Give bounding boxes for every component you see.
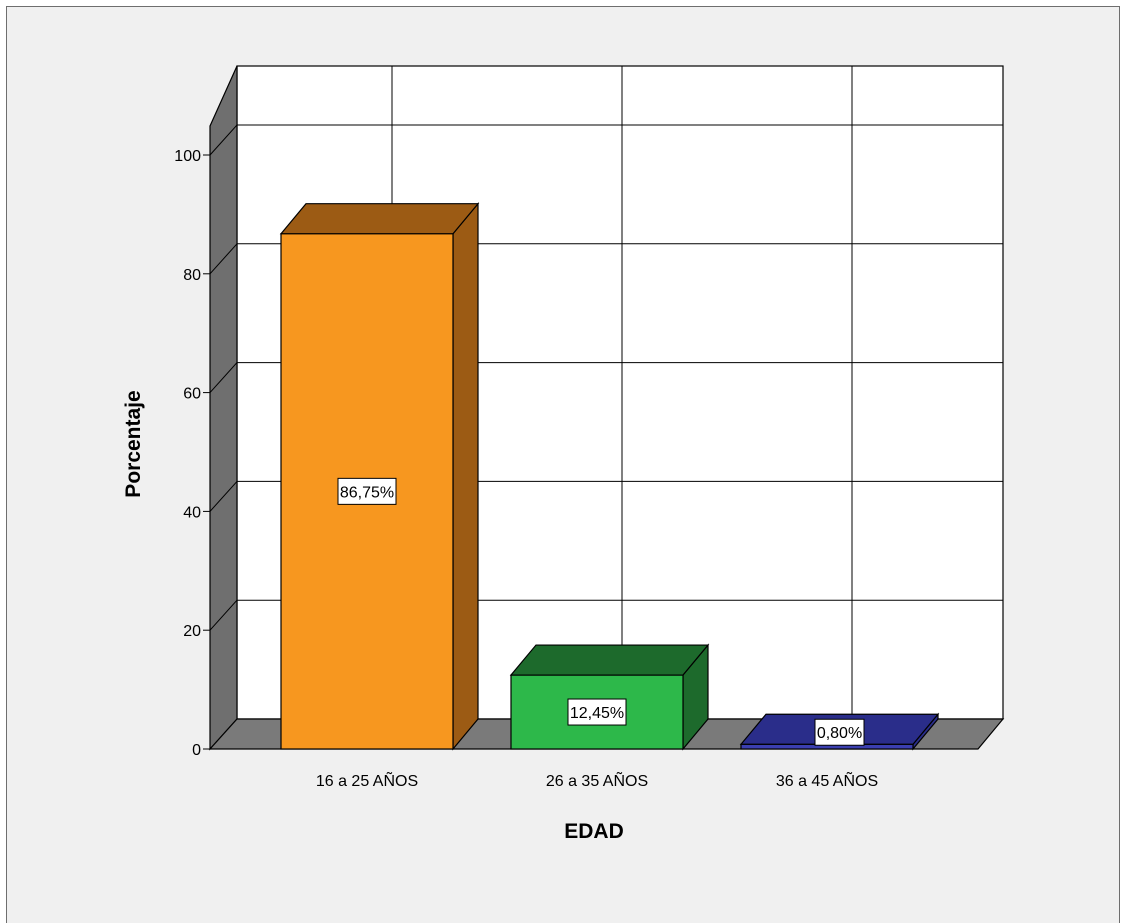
gridline-wall	[209, 362, 238, 393]
y-axis-title: Porcentaje	[122, 390, 145, 497]
y-tick-label: 100	[174, 148, 201, 165]
x-axis-title: EDAD	[564, 820, 624, 843]
data-label: 0,80%	[817, 725, 862, 742]
bar-chart: 86,75% 12,45% 0,80% 0 20 40 60 80 100 16 a 25 A…	[122, 65, 1005, 843]
bar-3: 0,80%	[739, 712, 940, 751]
y-tick-label: 80	[183, 267, 201, 284]
x-tick-label: 36 a 45 AÑOS	[776, 770, 878, 790]
data-label-box	[567, 698, 627, 726]
y-tick-label: 60	[183, 386, 201, 403]
bar-1: 86,75%	[279, 202, 480, 751]
bar-top	[279, 203, 480, 235]
x-tick-label: 16 a 25 AÑOS	[316, 770, 418, 790]
y-tick-label: 0	[192, 742, 201, 759]
y-axis: 0 20 40 60 80 100	[174, 148, 211, 759]
bars: 86,75% 12,45% 0,80%	[279, 202, 940, 751]
data-label-box	[337, 477, 397, 505]
bar-top	[509, 644, 710, 676]
data-label-box	[814, 718, 865, 746]
chart-frame: 86,75% 12,45% 0,80% 0 20 40 60 80 100 16 a 25 A…	[6, 6, 1120, 923]
gridline-wall	[209, 124, 238, 156]
gridline-wall	[209, 243, 238, 275]
x-tick-label: 26 a 35 AÑOS	[546, 770, 648, 790]
data-label: 86,75%	[340, 484, 394, 501]
x-axis: 16 a 25 AÑOS 26 a 35 AÑOS 36 a 45 AÑOS	[316, 770, 878, 790]
y-tick-label: 40	[183, 504, 201, 521]
y-tick-label: 20	[183, 623, 201, 640]
left-wall	[209, 65, 238, 751]
gridline-wall	[209, 599, 238, 631]
gridline-wall	[209, 481, 238, 512]
data-label: 12,45%	[570, 705, 624, 722]
bar-2: 12,45%	[509, 643, 710, 751]
bar-side	[452, 202, 479, 751]
